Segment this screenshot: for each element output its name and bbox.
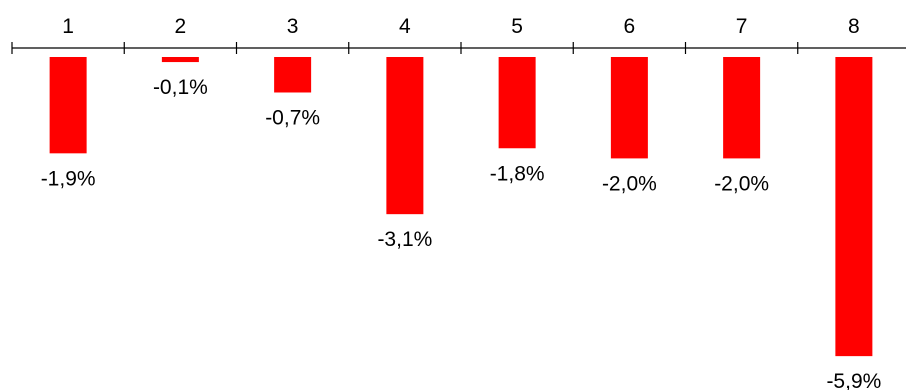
bar-8 xyxy=(835,57,872,356)
data-label-3: -0,7% xyxy=(265,106,320,129)
category-label-3: 3 xyxy=(287,15,299,38)
category-label-4: 4 xyxy=(399,15,411,38)
bar-4 xyxy=(386,57,423,214)
data-label-1: -1,9% xyxy=(41,167,96,190)
bar-5 xyxy=(499,57,536,148)
data-label-4: -3,1% xyxy=(377,228,432,251)
category-label-6: 6 xyxy=(624,15,636,38)
category-label-1: 1 xyxy=(62,15,74,38)
data-label-8: -5,9% xyxy=(826,370,881,390)
category-label-5: 5 xyxy=(511,15,523,38)
category-label-8: 8 xyxy=(848,15,860,38)
data-label-2: -0,1% xyxy=(153,76,208,99)
category-label-2: 2 xyxy=(175,15,187,38)
bar-6 xyxy=(611,57,648,158)
bar-1 xyxy=(50,57,87,153)
data-label-7: -2,0% xyxy=(714,172,769,195)
bars xyxy=(50,57,873,356)
category-label-7: 7 xyxy=(736,15,748,38)
bar-2 xyxy=(162,57,199,62)
bar-3 xyxy=(274,57,311,92)
data-label-6: -2,0% xyxy=(602,172,657,195)
bar-7 xyxy=(723,57,760,158)
category-labels: 1 2 3 4 5 6 7 8 xyxy=(62,15,859,38)
data-label-5: -1,8% xyxy=(490,162,545,185)
